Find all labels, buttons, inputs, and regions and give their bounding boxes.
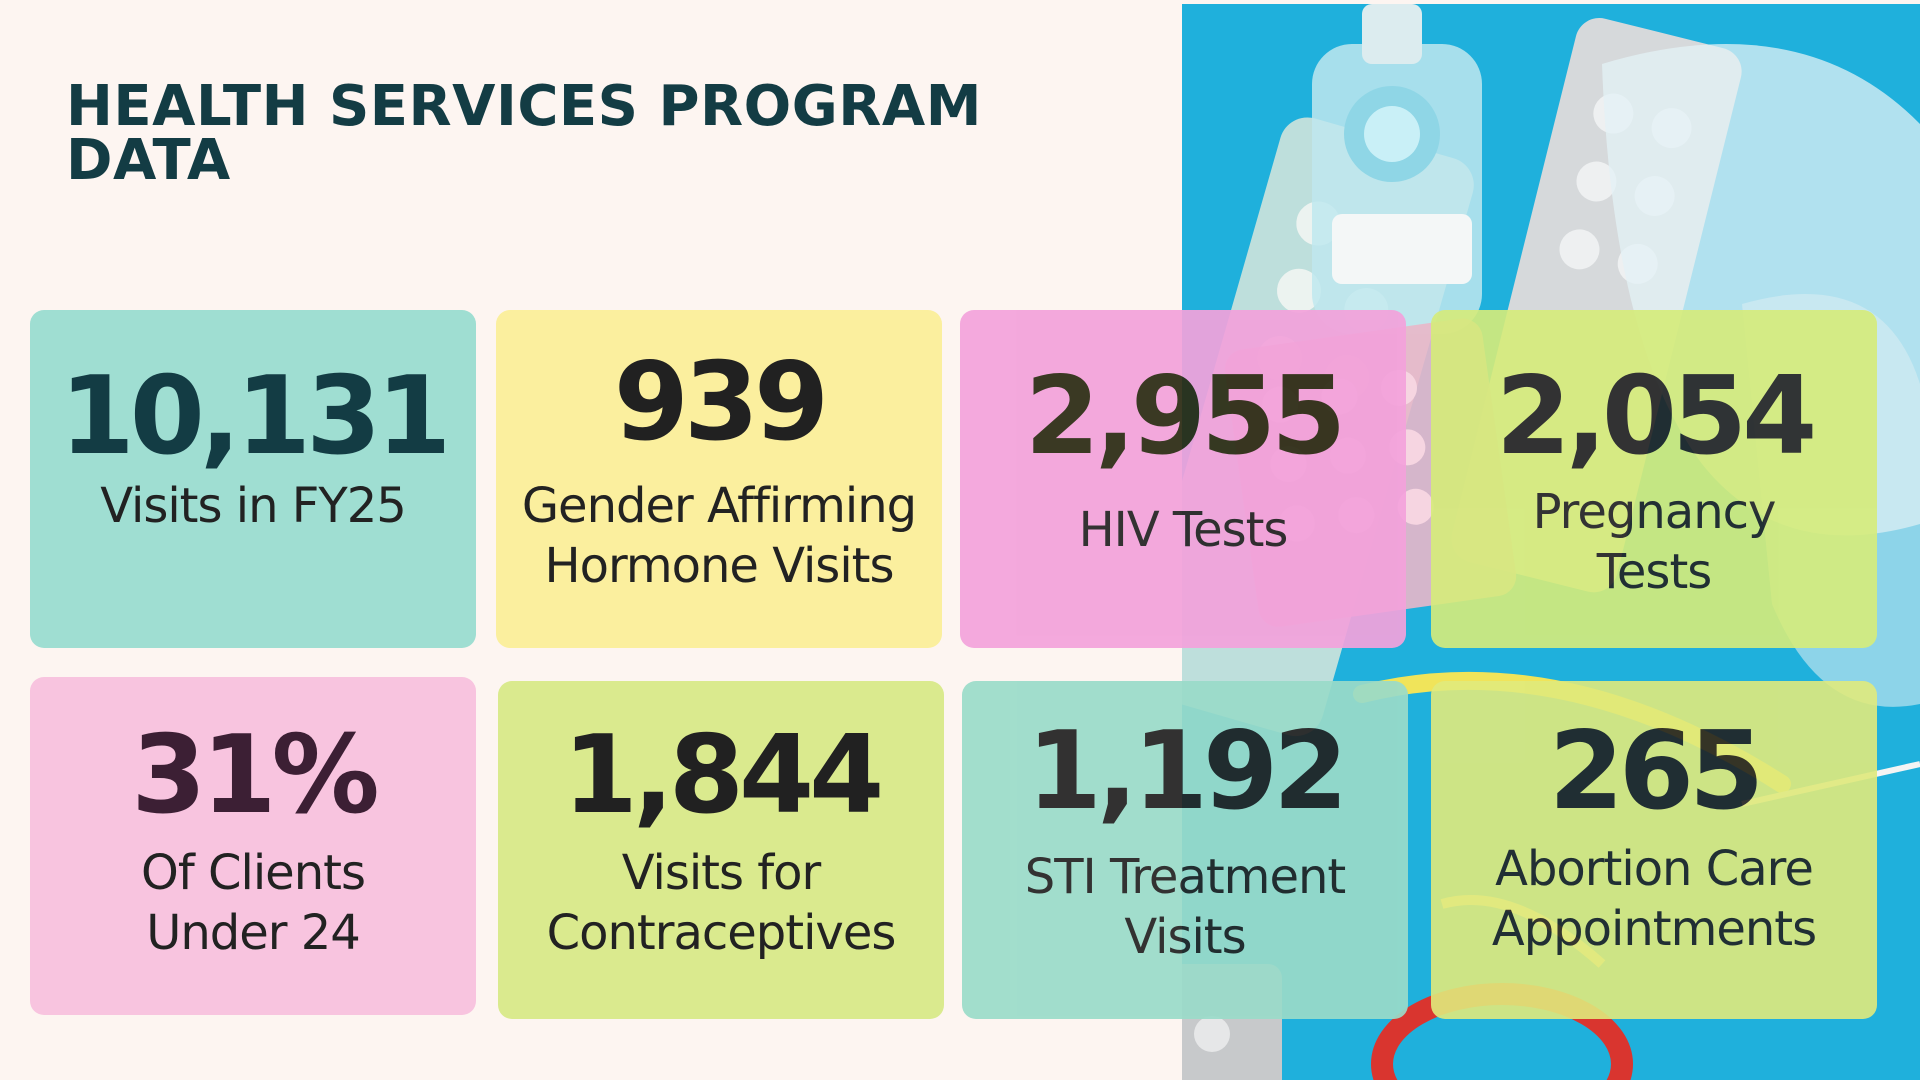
stat-card-contraceptives-visits: 1,844 Visits for Contraceptives [498, 681, 944, 1019]
stat-card-clients-under-24: 31% Of Clients Under 24 [30, 677, 476, 1015]
stat-label-line-2: Hormone Visits [544, 538, 895, 594]
stat-value: 1,844 [562, 713, 885, 838]
stat-label-line-2: Contraceptives [546, 905, 897, 961]
stat-value: 265 [1548, 709, 1764, 834]
stat-label-line-1: Of Clients [141, 845, 366, 901]
stat-label-line-2: Appointments [1491, 901, 1817, 957]
stat-label-line-1: Visits for [621, 845, 822, 901]
stat-label: Visits in FY25 [100, 478, 407, 534]
stat-card-sti-treatment-visits: 1,192 STI Treatment Visits [962, 681, 1408, 1019]
stat-label-line-2: Under 24 [146, 905, 361, 961]
stat-value: 10,131 [59, 354, 452, 479]
stat-label-line-1: Abortion Care [1495, 841, 1814, 897]
stat-card-visits: 10,131 Visits in FY25 [30, 310, 476, 648]
stat-label-line-1: Gender Affirming [521, 478, 917, 534]
stat-value: 2,955 [1024, 354, 1347, 479]
stat-value: 939 [613, 340, 829, 465]
stat-value: 2,054 [1495, 354, 1818, 479]
stat-card-abortion-care-appointments: 265 Abortion Care Appointments [1431, 681, 1877, 1019]
stat-card-pregnancy-tests: 2,054 Pregnancy Tests [1431, 310, 1877, 648]
stat-card-gender-affirming-hormone-visits: 939 Gender Affirming Hormone Visits [496, 310, 942, 648]
page-title: HEALTH SERVICES PROGRAM DATA [66, 74, 982, 193]
stat-label-line-2: Visits [1124, 909, 1246, 965]
stat-card-hiv-tests: 2,955 HIV Tests [960, 310, 1406, 648]
stat-label-line-1: Pregnancy [1532, 484, 1777, 540]
stat-value: 1,192 [1026, 709, 1349, 834]
stat-label-line-1: STI Treatment [1024, 849, 1346, 905]
stat-label-line-2: Tests [1596, 544, 1713, 600]
stat-label: HIV Tests [1078, 502, 1289, 558]
stat-value: 31% [131, 713, 380, 838]
